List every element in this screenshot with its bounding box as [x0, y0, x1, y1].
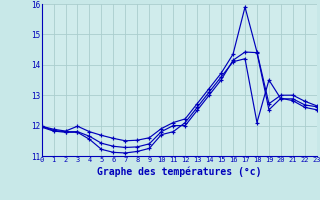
X-axis label: Graphe des températures (°c): Graphe des températures (°c) — [97, 166, 261, 177]
